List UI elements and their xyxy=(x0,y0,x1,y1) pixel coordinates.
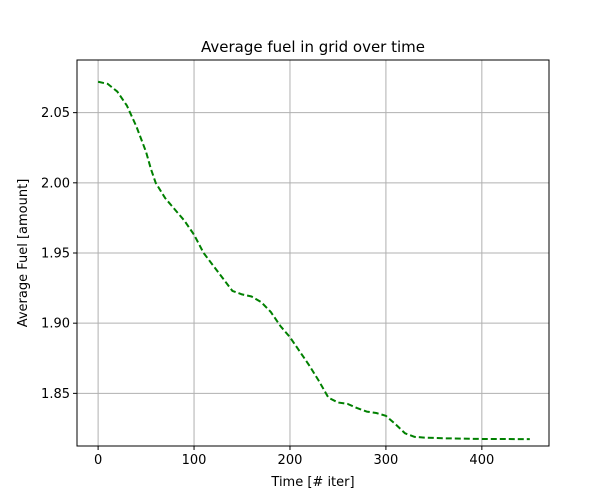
x-tick-label: 100 xyxy=(182,453,207,468)
x-tick-label: 300 xyxy=(373,453,398,468)
x-axis: 0 100 200 300 400 xyxy=(94,446,494,468)
series-group xyxy=(97,80,530,441)
y-axis: 1.85 1.90 1.95 2.00 2.05 xyxy=(41,106,77,402)
series-line xyxy=(97,80,530,441)
grid xyxy=(77,60,549,446)
y-tick-label: 2.05 xyxy=(41,106,70,121)
chart-title: Average fuel in grid over time xyxy=(201,38,425,56)
y-tick-label: 1.85 xyxy=(41,387,70,402)
y-tick-label: 1.90 xyxy=(41,317,70,332)
x-tick-label: 400 xyxy=(469,453,494,468)
x-tick-label: 200 xyxy=(278,453,303,468)
y-tick-label: 2.00 xyxy=(41,176,70,191)
y-axis-label: Average Fuel [amount] xyxy=(16,179,31,328)
y-tick-label: 1.95 xyxy=(41,247,70,262)
x-tick-label: 0 xyxy=(94,453,102,468)
x-axis-label: Time [# iter] xyxy=(270,475,354,490)
